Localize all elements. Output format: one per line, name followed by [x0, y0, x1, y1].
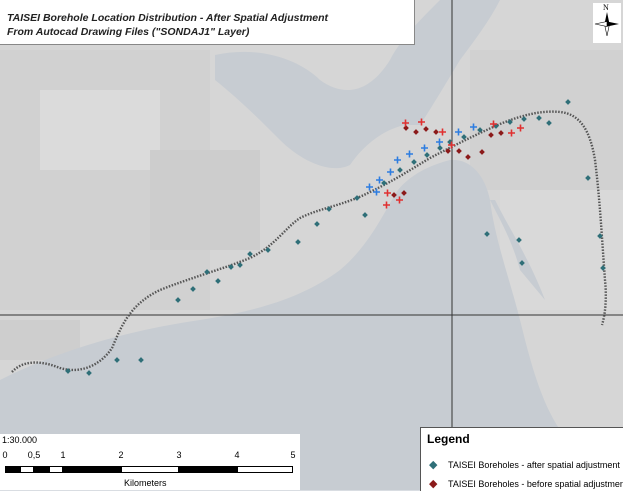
- crosses-blue: [366, 123, 477, 196]
- grid-lines: [0, 0, 623, 435]
- crosses-red: [383, 118, 524, 209]
- diamond-marker-icon: ◆: [429, 478, 438, 490]
- bosphorus-water: [215, 0, 500, 169]
- scale-segment: [49, 466, 63, 473]
- legend-label: TAISEI Boreholes - before spatial adjust…: [448, 479, 623, 489]
- scale-bar: 1:30.000 0 0,5 1 2 3 4 5 Kilometers: [0, 434, 300, 490]
- scale-segment: [63, 466, 121, 473]
- legend-item-after: ◆ TAISEI Boreholes - after spatial adjust…: [429, 458, 620, 471]
- scale-segment: [179, 466, 237, 473]
- scale-tick: 4: [234, 450, 240, 460]
- water-bodies: [0, 0, 560, 490]
- scale-tick: 5: [290, 450, 296, 460]
- markers-before: [391, 125, 504, 198]
- north-arrow: N: [593, 3, 621, 43]
- legend-label: TAISEI Boreholes - after spatial adjustm…: [448, 460, 620, 470]
- scale-tick: 3: [176, 450, 182, 460]
- scale-segment: [34, 466, 49, 473]
- scale-segment: [5, 466, 20, 473]
- scale-tick: 1: [60, 450, 66, 460]
- markers-after: [65, 99, 606, 376]
- scale-tick: 0,5: [27, 450, 41, 460]
- map-title: TAISEI Borehole Location Distribution - …: [7, 12, 329, 24]
- scale-segment: [237, 466, 293, 473]
- scale-tick: 0: [2, 450, 8, 460]
- map-title-box: TAISEI Borehole Location Distribution - …: [0, 0, 415, 45]
- north-arrow-icon: [594, 12, 619, 37]
- scale-tick: 2: [118, 450, 124, 460]
- bay-water: [490, 200, 545, 300]
- scale-segment: [121, 466, 179, 473]
- map-subtitle: From Autocad Drawing Files ("SONDAJ1" La…: [7, 26, 250, 38]
- marmara-water: [0, 159, 560, 490]
- diamond-marker-icon: ◆: [429, 459, 438, 471]
- legend: Legend ◆ TAISEI Boreholes - after spatial…: [420, 427, 623, 491]
- legend-title: Legend: [427, 432, 470, 446]
- scale-unit: Kilometers: [124, 478, 167, 488]
- legend-item-before: ◆ TAISEI Boreholes - before spatial adjus…: [429, 477, 623, 490]
- scale-ratio: 1:30.000: [2, 435, 38, 445]
- route-line: [11, 110, 607, 373]
- scale-segment: [20, 466, 34, 473]
- north-label: N: [603, 3, 609, 12]
